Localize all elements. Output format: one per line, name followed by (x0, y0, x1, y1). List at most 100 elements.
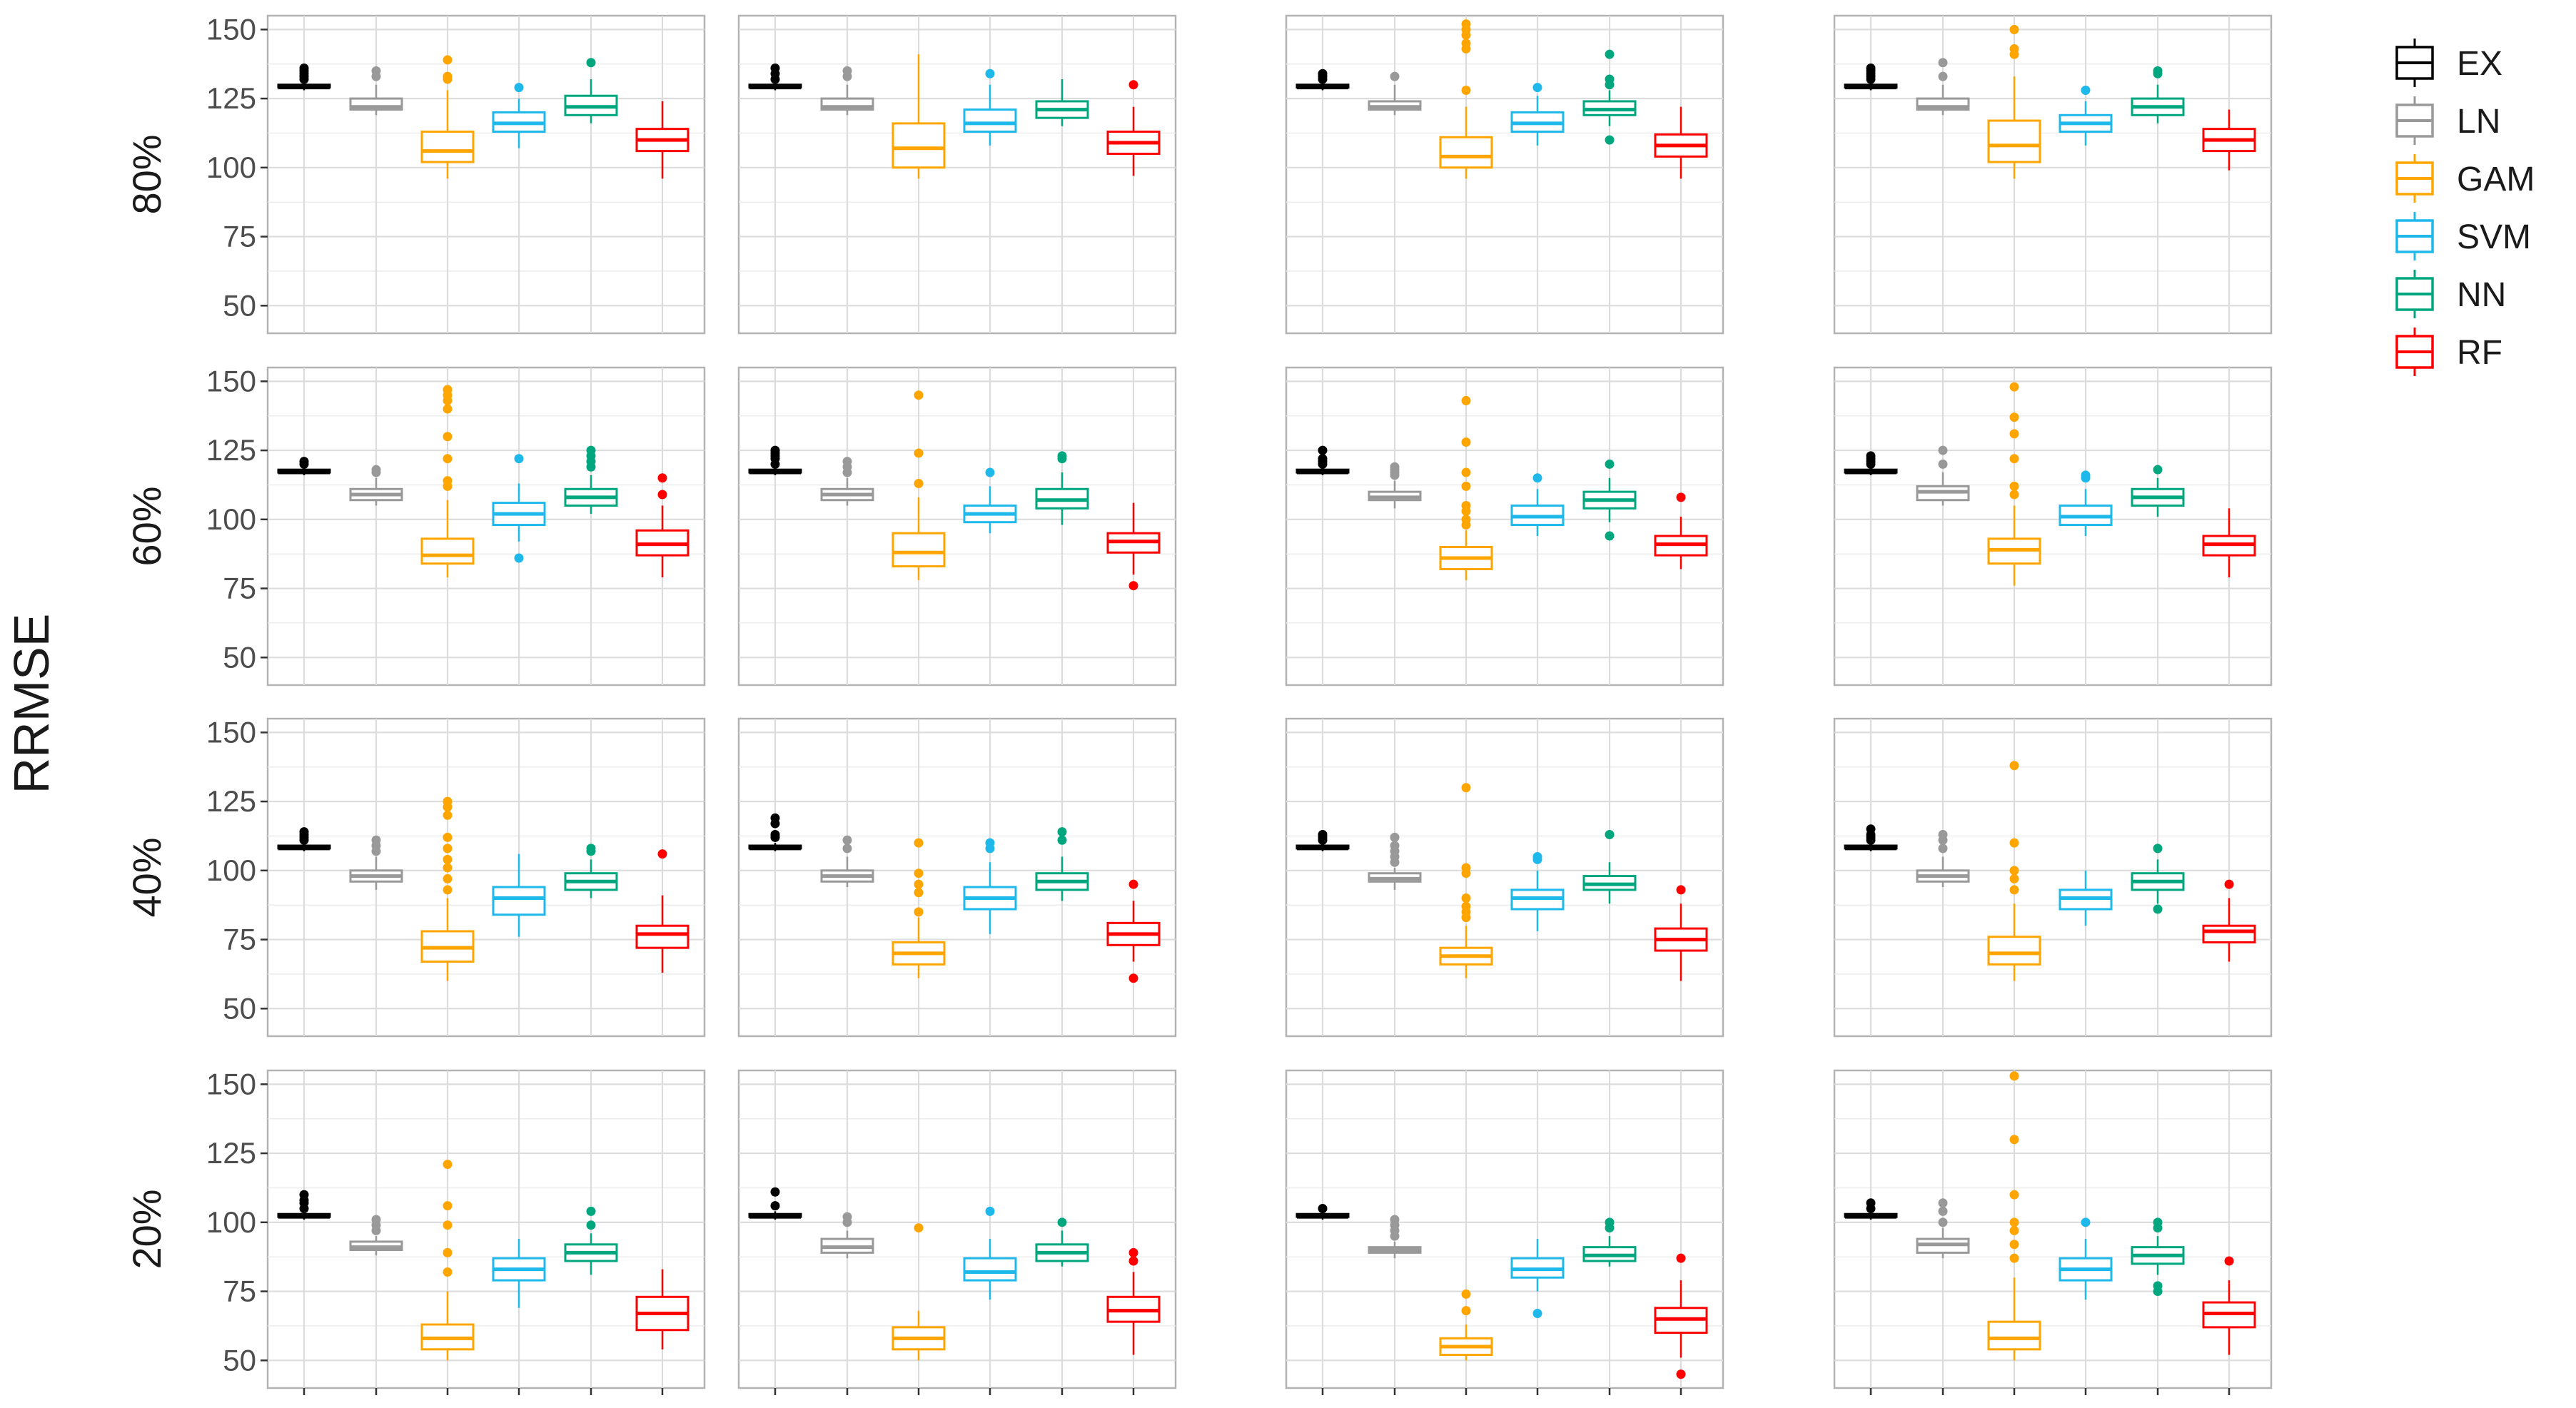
y-axis-title: RRMSE (4, 614, 59, 794)
box-gam (1439, 783, 1493, 978)
box-svm (1510, 1239, 1565, 1319)
box-rf (635, 473, 690, 578)
outlier-point (985, 69, 995, 78)
box-svm (2059, 470, 2113, 537)
iqr-box (420, 131, 475, 163)
outlier-point (443, 385, 453, 395)
outlier-point (1461, 19, 1471, 29)
box-ln (820, 835, 874, 888)
outlier-point (514, 454, 524, 464)
legend-label: GAM (2457, 161, 2535, 198)
outlier-point (586, 1220, 596, 1230)
row-label: 80% (124, 134, 169, 214)
box-svm (963, 69, 1017, 146)
box-ex (1844, 451, 1898, 475)
outlier-point (770, 64, 780, 74)
box-svm (492, 83, 546, 148)
outlier-point (443, 1267, 453, 1277)
legend-item-svm: SVM (2395, 212, 2531, 260)
box-ex (1295, 445, 1350, 475)
box-ln (820, 66, 874, 116)
box-gam (420, 796, 475, 981)
outlier-point (1057, 451, 1067, 461)
outlier-point (371, 66, 381, 76)
outlier-point (1390, 832, 1400, 842)
outlier-point (1390, 462, 1400, 472)
panel-80pct-grts (1285, 14, 1724, 335)
outlier-point (2009, 838, 2019, 848)
panel-frame (1833, 366, 2273, 687)
legend-label: NN (2457, 276, 2506, 314)
outlier-point (586, 844, 596, 854)
iqr-box (492, 886, 546, 916)
box-nn (1035, 451, 1089, 525)
outlier-point (443, 1247, 453, 1257)
panel-80pct-srs: 50 75 100 125 150 80% (124, 12, 706, 335)
row-label: 40% (124, 837, 169, 917)
outlier-point (842, 457, 852, 467)
legend-label: EX (2457, 45, 2502, 83)
iqr-box (2202, 924, 2256, 943)
outlier-point (1532, 83, 1542, 93)
outlier-point (371, 835, 381, 845)
outlier-point (985, 1206, 995, 1216)
y-tick-label: 50 (223, 288, 256, 322)
outlier-point (1461, 783, 1471, 793)
outlier-point (1676, 1369, 1686, 1379)
panel-40pct-sys (737, 717, 1177, 1038)
panel-frame (266, 717, 706, 1038)
panel-40pct-rsnr (1833, 717, 2273, 1038)
box-ex (748, 64, 802, 91)
outlier-point (2009, 885, 2019, 895)
box-svm (1510, 83, 1565, 146)
outlier-point (842, 66, 852, 76)
panel-frame (1285, 1069, 1724, 1389)
outlier-point (914, 448, 924, 458)
outlier-point (1128, 1247, 1138, 1257)
panel-80pct-sys (737, 14, 1177, 335)
outlier-point (443, 832, 453, 842)
box-rf (1654, 492, 1708, 569)
outlier-point (914, 888, 924, 898)
y-tick-label: 50 (223, 991, 256, 1025)
outlier-point (1461, 85, 1471, 95)
panel-frame (737, 1069, 1177, 1389)
panel-60pct-grts (1285, 366, 1724, 687)
legend-item-ln: LN (2395, 96, 2500, 145)
box-svm (1510, 473, 1565, 537)
panel-60pct-rsnr (1833, 366, 2273, 687)
box-nn (2131, 465, 2185, 517)
box-ln (1368, 1215, 1422, 1259)
outlier-point (2153, 844, 2163, 854)
outlier-point (1318, 1203, 1328, 1213)
outlier-point (443, 454, 453, 464)
y-tick-label: 50 (223, 1343, 256, 1377)
box-nn (1582, 1217, 1637, 1267)
outlier-point (371, 1215, 381, 1225)
outlier-point (1532, 1309, 1542, 1319)
outlier-point (443, 1220, 453, 1230)
outlier-point (1318, 69, 1328, 78)
outlier-point (1866, 64, 1876, 74)
outlier-point (657, 473, 667, 483)
outlier-point (1461, 467, 1471, 477)
iqr-box (635, 924, 690, 949)
outlier-point (2009, 1217, 2019, 1227)
box-rf (635, 849, 690, 973)
box-ex (1844, 64, 1898, 91)
panel-frame (1285, 366, 1724, 687)
outlier-point (2009, 1071, 2019, 1081)
box-gam (892, 390, 946, 580)
iqr-box (420, 537, 475, 565)
outlier-point (443, 432, 453, 442)
y-tick-label: 125 (206, 1136, 256, 1170)
outlier-point (1128, 581, 1138, 591)
outlier-point (514, 553, 524, 563)
outlier-point (443, 796, 453, 806)
outlier-point (443, 1201, 453, 1211)
panel-frame (266, 366, 706, 687)
y-tick-label: 100 (206, 151, 256, 184)
outlier-point (1128, 1256, 1138, 1266)
outlier-point (1938, 71, 1948, 81)
box-ex (1295, 1203, 1350, 1220)
